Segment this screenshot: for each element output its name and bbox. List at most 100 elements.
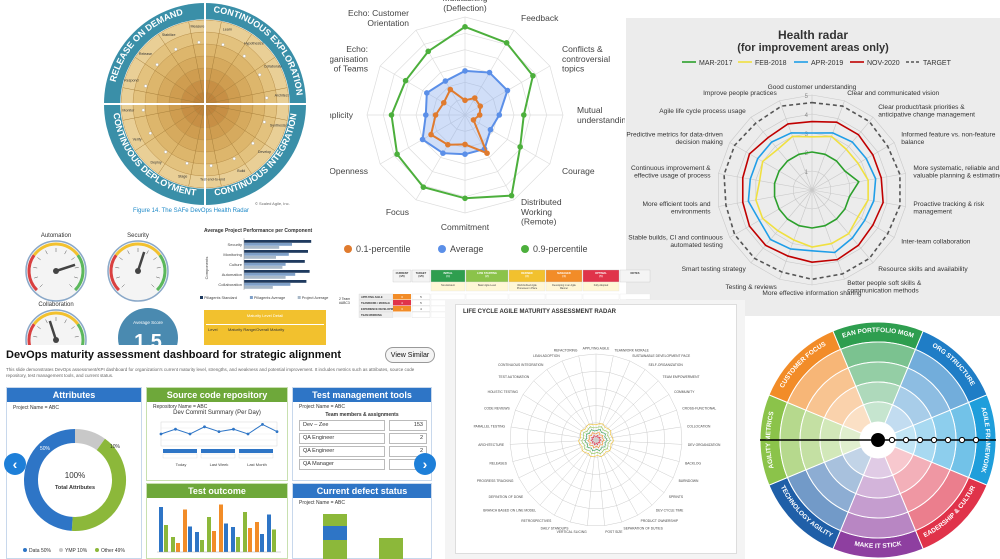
- src-point: [275, 430, 279, 433]
- life-axis-label: SUSTAINABLE DEVELOPMENT PACE: [632, 354, 691, 358]
- life-axis-label: CODE REVIEWS: [484, 407, 510, 411]
- perf-legend-swatch: [249, 296, 253, 299]
- health-spoke: [811, 117, 874, 191]
- perf-bar-average: [244, 263, 286, 266]
- life-axis-label: APPLYING AGILE: [583, 347, 610, 351]
- life-axis-label: COMMUNITY: [674, 390, 695, 394]
- life-spoke: [518, 439, 597, 479]
- health-legend-label: FEB-2018: [755, 60, 787, 67]
- team-axis-label: Courage: [562, 166, 595, 176]
- table-target-cell: [411, 311, 431, 318]
- health-tick-label: 3: [805, 132, 809, 138]
- life-axis-label: RETROSPECTIVES: [521, 519, 552, 523]
- table-sub-label: Fully Adopted: [594, 284, 609, 287]
- level-value: Maturity Range/Overall Maturity: [228, 327, 285, 332]
- table-empty-cell: [465, 293, 509, 300]
- next-arrow-button[interactable]: ›: [414, 453, 436, 475]
- perf-category-label: Security: [228, 242, 242, 247]
- team-p90-series-point: [530, 73, 536, 79]
- automation-gauge-tick: [69, 284, 73, 288]
- src-x-label: Last Week: [210, 462, 229, 467]
- team-avg-series-point: [424, 90, 430, 96]
- team-p10-series-point: [432, 112, 439, 118]
- view-similar-button[interactable]: View Similar: [385, 347, 435, 363]
- team-p90-series-point: [521, 112, 527, 118]
- team-axis-label: Echo:Self-Organisationof Teams: [330, 44, 368, 74]
- team-p90-series-point: [503, 40, 510, 46]
- safe-spoke-8: [188, 103, 206, 187]
- safe-spoke-6: [204, 103, 252, 174]
- team-avg-series-point: [423, 112, 429, 118]
- dashboard-title: DevOps maturity assessment dashboard for…: [6, 349, 341, 361]
- health-axis-label: Testing & reviews: [725, 284, 777, 291]
- safe-devops-radar-tile: Learn Hypothesize Collaborate Architect Synt…: [85, 0, 325, 218]
- perf-legend-swatch: [297, 296, 301, 299]
- life-spoke: [561, 360, 597, 441]
- src-bar: [163, 449, 197, 453]
- donut-legend-marker: [59, 548, 63, 552]
- health-tick-label: 1: [805, 170, 809, 176]
- health-axis-label: Continuous improvement & effective usage …: [631, 165, 711, 180]
- life-axis-label: PROGRESS TRACKING: [477, 479, 514, 483]
- gauges-svg: Automation Security Collaboration Average S…: [25, 233, 178, 346]
- security-gauge-band: [155, 254, 167, 292]
- health-spoke: [718, 189, 813, 207]
- table-row-label: TEAMWORK / MORALE: [361, 301, 390, 305]
- attributes-project: Project Name = ABC: [13, 405, 59, 411]
- tm-member-name: Dev – Zee: [299, 420, 385, 431]
- lifecycle-radar-svg: APPLYING AGILE TEAMWORK MORALE SUSTAINABLE…: [474, 347, 721, 535]
- defect-bar-2: [379, 538, 403, 559]
- prev-arrow-button[interactable]: ‹: [4, 453, 26, 475]
- src-point: [261, 423, 264, 426]
- perf-category-label: Automation: [222, 272, 242, 277]
- team-axis-label: Feedback: [521, 13, 559, 23]
- life-axis-label: CONTINUOUS INTEGRATION: [498, 363, 544, 367]
- table-sub-label: Basic Agile Level: [478, 284, 497, 287]
- life-axis-label: POST SIZE: [605, 530, 623, 534]
- life-axis-label: CROSS-FUNCTIONAL: [682, 407, 716, 411]
- automation-gauge-tick: [39, 284, 43, 288]
- perf-legend-label: Pillagents Average: [254, 296, 285, 300]
- perf-chart-svg: Security Monitoring Culture Automation Colla…: [200, 238, 328, 300]
- wheel-axis-dot: [930, 436, 938, 444]
- health-axis-label: Predictive metrics for data-driven decisi…: [626, 132, 723, 147]
- wheel-axis-dot: [958, 436, 966, 444]
- safe-dot: [148, 131, 152, 135]
- team-p90-series-point: [420, 184, 427, 190]
- life-axis-label: BACKLOG: [685, 462, 701, 466]
- life-axis-label: BURNDOWN: [679, 479, 699, 483]
- team-p10-series-point: [470, 117, 477, 123]
- safe-dot: [174, 47, 178, 51]
- security-gauge-hub: [135, 268, 141, 274]
- health-spoke: [718, 173, 813, 191]
- perf-legend-label: Pillagents Standard: [204, 296, 237, 300]
- table-header-label: MANAGED (4): [557, 271, 571, 278]
- tm-member-name: QA Manager: [299, 459, 385, 470]
- wheel-segment-7-ring-4: [842, 404, 872, 434]
- outcome-bar: [171, 537, 175, 552]
- safe-spoke-14: [158, 34, 206, 105]
- perf-bar-standard: [244, 270, 310, 273]
- life-spoke: [595, 439, 665, 493]
- outcome-bar: [188, 526, 192, 552]
- outcome-bar: [212, 531, 216, 552]
- safe-inner-label: Monitor: [122, 109, 135, 113]
- automation-gauge-needle: [55, 263, 76, 273]
- perf-bar-average: [244, 243, 292, 246]
- safe-inner-label: Build: [237, 169, 245, 173]
- defect-bar-chart: [323, 514, 403, 559]
- table-target-cell: [411, 305, 431, 312]
- life-axis-label: ARCHITECTURE: [478, 443, 505, 447]
- outcome-bar: [183, 509, 187, 552]
- src-point: [159, 432, 163, 436]
- table-header-label: DEFINED (3): [521, 271, 533, 278]
- table-target-cell: [411, 293, 431, 300]
- safe-dot: [265, 96, 269, 100]
- health-legend-label: APR-2019: [811, 60, 843, 67]
- lifecycle-radar-tile: LIFE CYCLE AGILE MATURITY ASSESSMENT RAD…: [445, 300, 745, 559]
- safe-spoke-12: [122, 87, 206, 105]
- perf-bar-project: [244, 286, 273, 289]
- health-radar-svg: MAR-2017 FEB-2018 APR-2019 NOV-2020 TARGET 1 2…: [626, 60, 1000, 297]
- src-point: [188, 432, 192, 436]
- life-axis-label: DEV ORGANIZATION: [688, 443, 721, 447]
